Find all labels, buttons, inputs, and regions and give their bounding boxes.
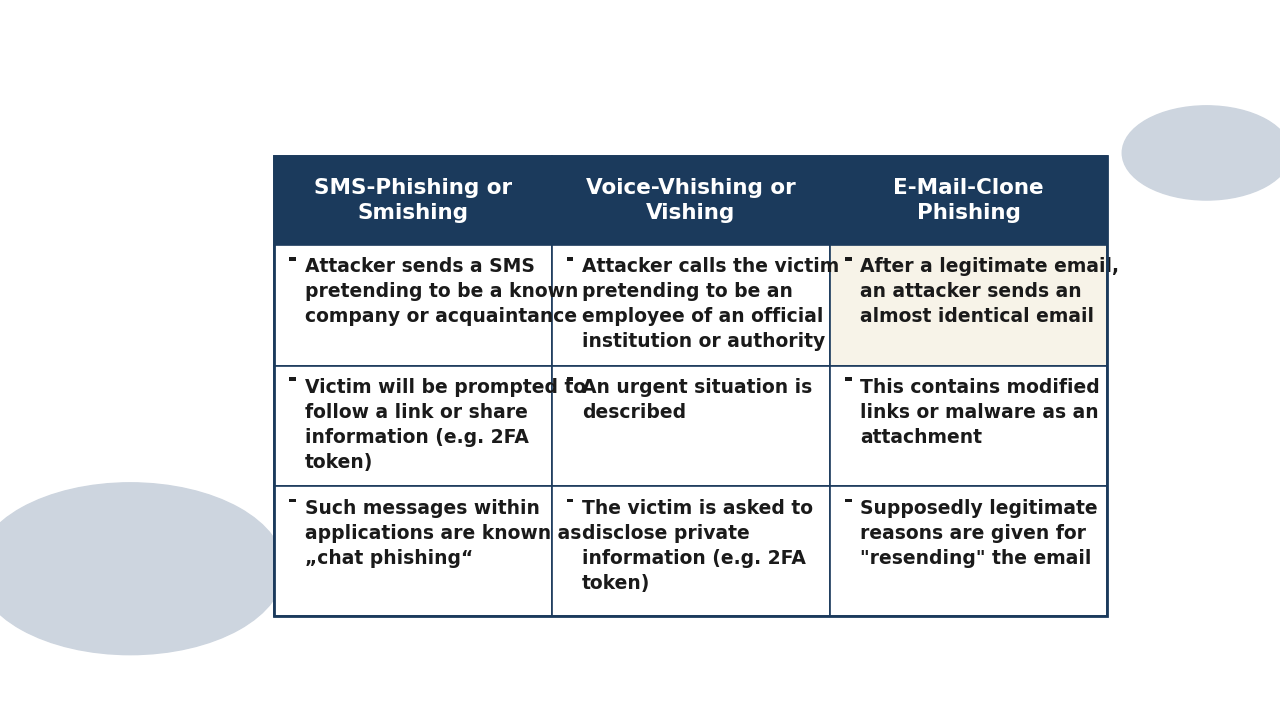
Bar [845,499,851,503]
Bar [845,377,851,381]
Bar [829,366,1107,486]
Text: Such messages within
applications are known as
„chat phishing“: Such messages within applications are kn… [305,499,581,568]
Circle shape [1123,106,1280,200]
Bar [289,499,296,503]
Text: Attacker calls the victim
pretending to be an
employee of an official
institutio: Attacker calls the victim pretending to … [582,258,840,351]
Bar [274,246,552,366]
Text: Voice-Vhishing or
Vishing: Voice-Vhishing or Vishing [586,178,796,223]
Bar [274,156,552,246]
Bar [567,257,573,261]
Text: Victim will be prompted to
follow a link or share
information (e.g. 2FA
token): Victim will be prompted to follow a link… [305,378,586,472]
Bar [552,156,829,246]
Bar [289,257,296,261]
Bar [274,366,552,486]
Text: SMS-Phishing or
Smishing: SMS-Phishing or Smishing [314,178,512,223]
Circle shape [0,483,284,654]
Bar [845,257,851,261]
Text: This contains modified
links or malware as an
attachment: This contains modified links or malware … [860,378,1100,447]
Text: The victim is asked to
disclose private
information (e.g. 2FA
token): The victim is asked to disclose private … [582,499,813,593]
Bar [829,156,1107,246]
Bar [274,156,1107,616]
Text: After a legitimate email,
an attacker sends an
almost identical email: After a legitimate email, an attacker se… [860,258,1120,326]
Text: Supposedly legitimate
reasons are given for
"resending" the email: Supposedly legitimate reasons are given … [860,499,1098,568]
Bar [289,377,296,381]
Bar [567,377,573,381]
Bar [567,499,573,503]
Bar [829,246,1107,366]
Bar [552,486,829,616]
Text: An urgent situation is
described: An urgent situation is described [582,378,813,422]
Bar [274,486,552,616]
Bar [552,366,829,486]
Bar [552,246,829,366]
Text: Attacker sends a SMS
pretending to be a known
company or acquaintance: Attacker sends a SMS pretending to be a … [305,258,579,326]
Bar [829,486,1107,616]
Text: E-Mail-Clone
Phishing: E-Mail-Clone Phishing [893,178,1044,223]
